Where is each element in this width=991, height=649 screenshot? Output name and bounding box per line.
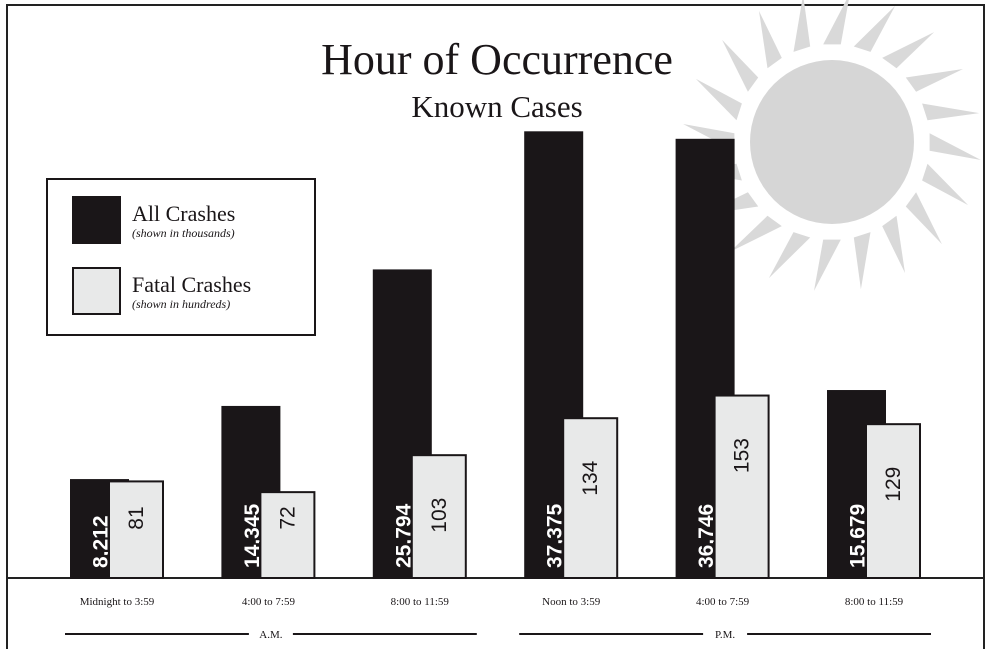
bar-value-label: 103 — [428, 498, 451, 533]
chart-title: Hour of Occurrence — [321, 35, 673, 84]
bar-value-label: 129 — [882, 467, 905, 502]
group-label: A.M. — [259, 629, 282, 641]
legend-swatch — [73, 268, 120, 314]
legend-note: (shown in thousands) — [132, 226, 235, 240]
x-tick-label: Noon to 3:59 — [542, 596, 601, 608]
x-tick-label: 8:00 to 11:59 — [391, 596, 450, 608]
bar-value-label: 134 — [579, 460, 602, 495]
bar — [715, 396, 769, 578]
sun-disc — [750, 60, 914, 224]
bar-value-label: 153 — [731, 438, 754, 473]
chart: Hour of Occurrence Known Cases All Crashes… — [0, 0, 991, 649]
group-label: P.M. — [715, 629, 735, 641]
x-tick-label: 4:00 to 7:59 — [242, 596, 296, 608]
bar-value-label: 72 — [276, 506, 299, 529]
bar — [563, 418, 617, 578]
legend-label: Fatal Crashes — [132, 272, 251, 297]
x-tick-label: Midnight to 3:59 — [80, 596, 155, 608]
bar-value-label: 81 — [125, 506, 148, 529]
x-tick-label: 8:00 to 11:59 — [845, 596, 904, 608]
x-tick-label: 4:00 to 7:59 — [696, 596, 750, 608]
bar — [260, 492, 314, 578]
legend-note: (shown in hundreds) — [132, 297, 230, 311]
chart-subtitle: Known Cases — [411, 89, 582, 124]
legend-swatch — [73, 197, 120, 243]
legend-label: All Crashes — [132, 201, 235, 226]
